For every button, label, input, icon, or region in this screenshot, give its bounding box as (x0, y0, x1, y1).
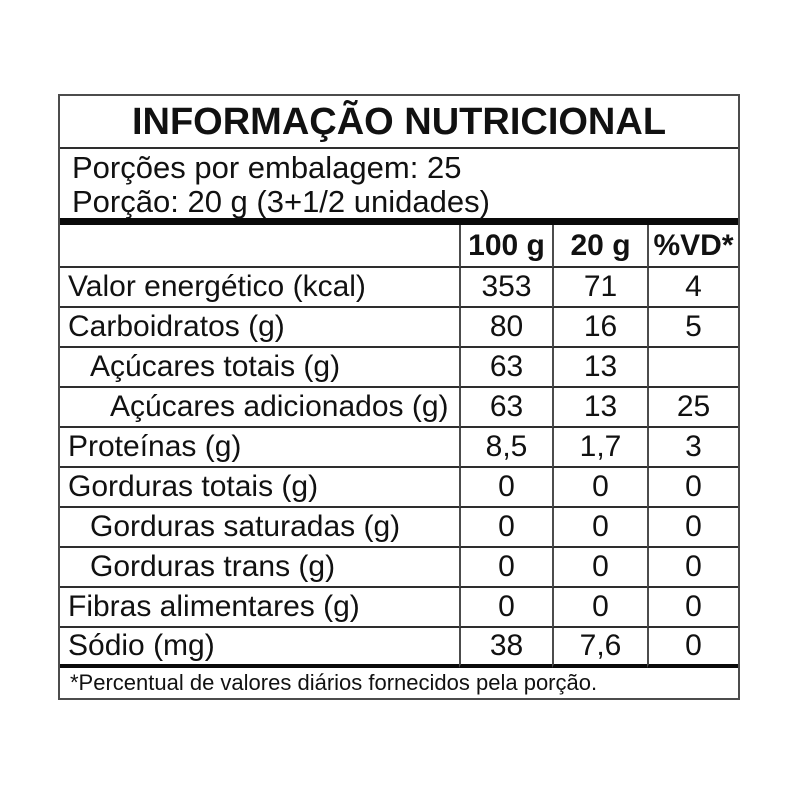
value-100g: 0 (459, 548, 552, 588)
column-header-20g: 20 g (552, 225, 647, 268)
nutrient-name: Sódio (mg) (60, 628, 459, 668)
value-20g: 71 (552, 268, 647, 308)
column-header-nutrient (60, 225, 459, 268)
nutrition-label-title: INFORMAÇÃO NUTRICIONAL (60, 96, 738, 149)
value-100g: 0 (459, 508, 552, 548)
value-100g: 0 (459, 468, 552, 508)
nutrient-name: Carboidratos (g) (60, 308, 459, 348)
nutrient-name: Proteínas (g) (60, 428, 459, 468)
nutrient-name: Valor energético (kcal) (60, 268, 459, 308)
nutrient-name: Açúcares totais (g) (60, 348, 459, 388)
value-20g: 0 (552, 548, 647, 588)
value-20g: 0 (552, 508, 647, 548)
value-percent-vd: 25 (647, 388, 738, 428)
value-percent-vd: 3 (647, 428, 738, 468)
value-20g: 0 (552, 588, 647, 628)
serving-size: Porção: 20 g (3+1/2 unidades) (72, 184, 490, 219)
value-percent-vd: 4 (647, 268, 738, 308)
value-100g: 38 (459, 628, 552, 668)
nutrient-name: Gorduras totais (g) (60, 468, 459, 508)
value-20g: 7,6 (552, 628, 647, 668)
value-100g: 80 (459, 308, 552, 348)
serving-info-section: Porções por embalagem: 25 Porção: 20 g (… (60, 149, 738, 225)
value-20g: 1,7 (552, 428, 647, 468)
value-percent-vd: 0 (647, 508, 738, 548)
value-percent-vd: 0 (647, 588, 738, 628)
value-20g: 13 (552, 348, 647, 388)
value-20g: 0 (552, 468, 647, 508)
value-20g: 16 (552, 308, 647, 348)
value-100g: 63 (459, 348, 552, 388)
value-100g: 8,5 (459, 428, 552, 468)
value-20g: 13 (552, 388, 647, 428)
nutrient-name: Gorduras saturadas (g) (60, 508, 459, 548)
nutrient-name: Gorduras trans (g) (60, 548, 459, 588)
value-100g: 353 (459, 268, 552, 308)
nutrient-table: 100 g 20 g %VD* Valor energético (kcal) 3… (60, 225, 738, 668)
daily-value-footnote: *Percentual de valores diários fornecido… (70, 670, 598, 695)
column-header-100g: 100 g (459, 225, 552, 268)
nutrient-name: Fibras alimentares (g) (60, 588, 459, 628)
value-100g: 63 (459, 388, 552, 428)
value-percent-vd: 0 (647, 628, 738, 668)
value-percent-vd: 0 (647, 548, 738, 588)
value-percent-vd (647, 348, 738, 388)
value-percent-vd: 5 (647, 308, 738, 348)
nutrient-name: Açúcares adicionados (g) (60, 388, 459, 428)
column-header-percent-vd: %VD* (647, 225, 738, 268)
value-100g: 0 (459, 588, 552, 628)
servings-per-package: Porções por embalagem: 25 (72, 150, 462, 185)
value-percent-vd: 0 (647, 468, 738, 508)
nutrition-facts-panel: INFORMAÇÃO NUTRICIONAL Porções por embal… (58, 94, 740, 700)
